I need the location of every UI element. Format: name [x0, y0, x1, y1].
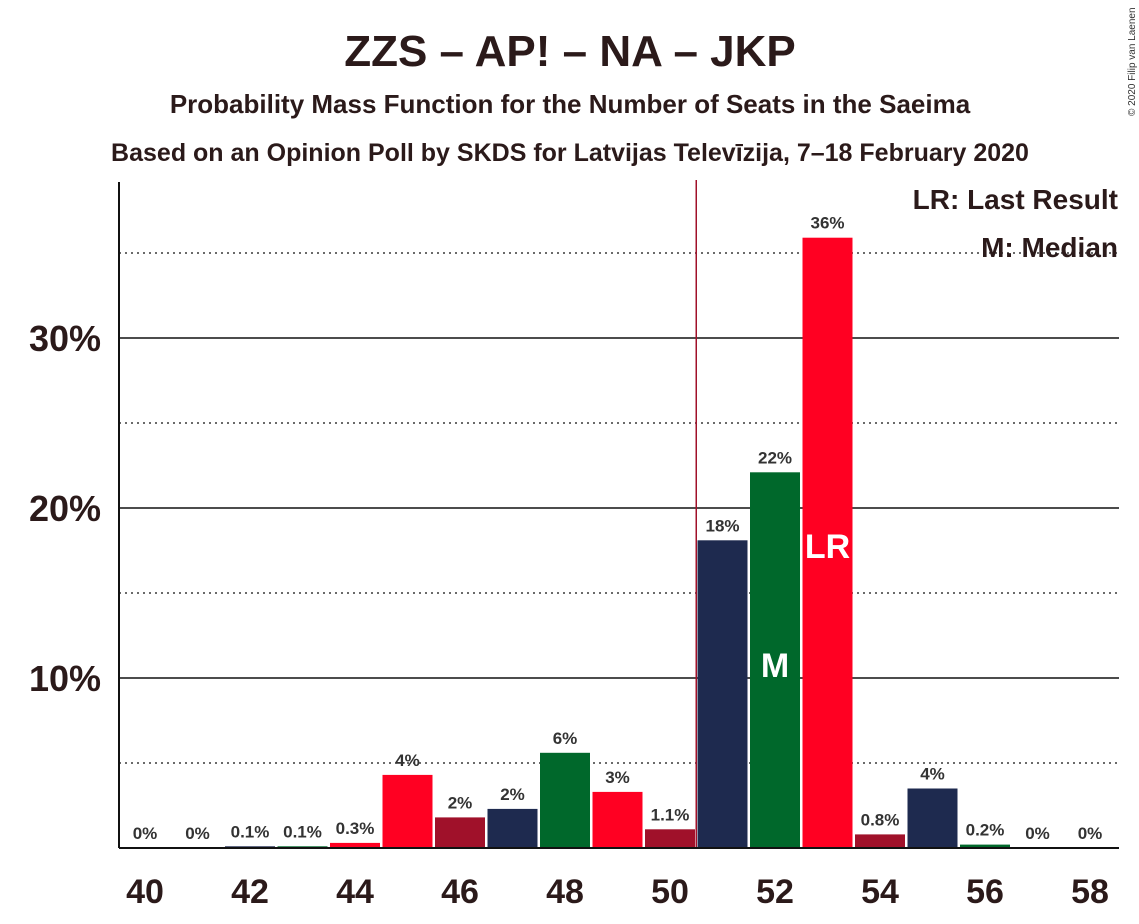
x-tick-56: 56 — [966, 873, 1004, 911]
bar-seat-50 — [645, 829, 695, 848]
x-tick-40: 40 — [126, 873, 164, 911]
bar-series — [225, 237, 1010, 848]
data-label-seat-58: 0% — [1078, 824, 1103, 843]
bar-seat-52 — [750, 472, 800, 848]
x-tick-58: 58 — [1071, 873, 1109, 911]
x-tick-50: 50 — [651, 873, 689, 911]
x-tick-48: 48 — [546, 873, 584, 911]
data-label-seat-53: 36% — [810, 214, 844, 233]
bar-seat-51 — [697, 540, 748, 848]
data-label-seat-52: 22% — [758, 448, 792, 467]
x-tick-54: 54 — [861, 873, 899, 911]
data-label-seat-45: 4% — [395, 751, 420, 770]
x-tick-52: 52 — [756, 873, 794, 911]
data-label-seat-43: 0.1% — [283, 822, 322, 841]
bar-seat-54 — [855, 834, 905, 848]
bar-seat-44 — [330, 842, 380, 848]
y-tick-labels: 10% 20% 30% — [29, 318, 101, 699]
chart-subtitle: Probability Mass Function for the Number… — [170, 89, 971, 119]
chart-subtitle-poll: Based on an Opinion Poll by SKDS for Lat… — [111, 139, 1029, 167]
data-label-seat-50: 1.1% — [651, 805, 690, 824]
x-tick-46: 46 — [441, 873, 479, 911]
bar-seat-47 — [487, 808, 538, 848]
data-label-seat-49: 3% — [605, 768, 630, 787]
chart-title: ZZS – AP! – NA – JKP — [344, 27, 796, 76]
copyright-notice: © 2020 Filip van Laenen — [1127, 7, 1138, 116]
x-tick-42: 42 — [231, 873, 269, 911]
data-label-seat-41: 0% — [185, 824, 210, 843]
y-tick-20: 20% — [29, 488, 101, 529]
legend-median: M: Median — [981, 232, 1118, 263]
data-label-seat-56: 0.2% — [966, 821, 1005, 840]
data-label-seat-40: 0% — [133, 824, 158, 843]
y-tick-10: 10% — [29, 658, 101, 699]
y-tick-30: 30% — [29, 318, 101, 359]
data-label-seat-51: 18% — [705, 516, 739, 535]
bar-seat-48 — [540, 752, 590, 848]
bar-seat-56 — [960, 844, 1010, 848]
bar-seat-46 — [435, 817, 485, 848]
data-label-seat-54: 0.8% — [861, 810, 900, 829]
bar-seat-45 — [382, 774, 433, 848]
x-tick-labels: 40 42 44 46 48 50 52 54 56 58 — [126, 873, 1109, 911]
data-label-seat-47: 2% — [500, 785, 525, 804]
data-label-seat-46: 2% — [448, 793, 473, 812]
bar-seat-55 — [907, 788, 958, 848]
axes — [118, 182, 1119, 849]
bar-seat-49 — [592, 791, 643, 848]
median-marker: M — [761, 647, 789, 685]
data-label-seat-57: 0% — [1025, 824, 1050, 843]
x-tick-44: 44 — [336, 873, 374, 911]
data-label-seat-55: 4% — [920, 765, 945, 784]
legend-last-result: LR: Last Result — [913, 184, 1118, 215]
data-label-seat-48: 6% — [553, 729, 578, 748]
bar-seat-53 — [802, 237, 853, 848]
last-result-marker: LR — [805, 528, 850, 566]
bar-annotations: M LR — [761, 528, 850, 685]
data-label-seat-42: 0.1% — [231, 822, 270, 841]
data-labels: 0% 0% 0.1% 0.1% 0.3% 4% 2% 2% 6% 3% 1.1% 18% 22% 36% 0… — [133, 214, 1103, 843]
grid-lines — [119, 252, 1119, 764]
data-label-seat-44: 0.3% — [336, 819, 375, 838]
